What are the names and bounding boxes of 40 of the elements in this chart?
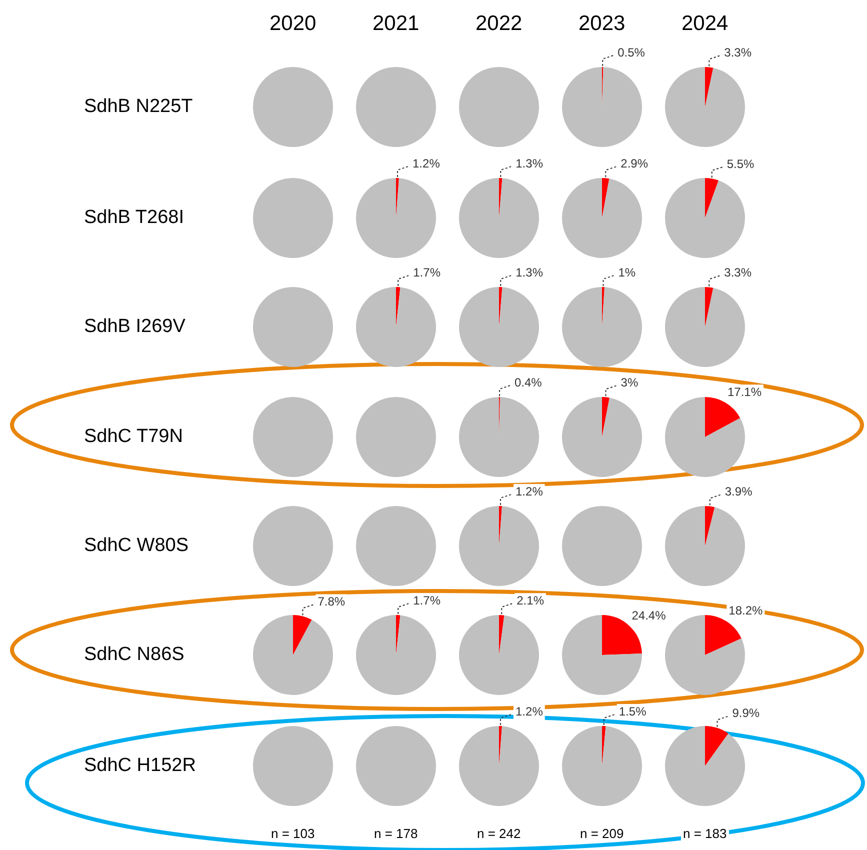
text: SdhC N86S (82, 644, 186, 666)
data-label: 1.2% (412, 156, 440, 170)
chart-title: 2023 (576, 12, 628, 36)
data-label: 2.9% (620, 156, 648, 170)
text: n = 178 (372, 826, 420, 841)
data-label: 17.1% (727, 384, 762, 399)
text: n = 183 (681, 826, 729, 841)
data-label: 1% (618, 265, 636, 280)
data-label: 24.4% (632, 608, 666, 622)
text: SdhC T79N (82, 426, 185, 448)
text: n = 103 (269, 826, 317, 841)
data-label: 1.5% (618, 704, 647, 718)
data-label: 1.7% (413, 265, 441, 280)
text: SdhC H152R (82, 755, 198, 777)
data-label: 1.2% (516, 704, 544, 718)
data-label: 9.9% (732, 706, 760, 720)
text: SdhB I269V (82, 316, 188, 338)
chart-title: 2024 (680, 12, 730, 36)
chart-title: 2021 (370, 12, 422, 36)
data-label: 0.5% (618, 45, 646, 60)
data-label: 1.7% (413, 593, 441, 608)
data-label: 1.3% (516, 156, 544, 170)
data-label: 3.9% (724, 484, 753, 499)
text: n = 209 (578, 826, 626, 841)
text: n = 242 (475, 826, 523, 841)
text: SdhC W80S (82, 535, 191, 557)
data-label: 3.3% (724, 266, 752, 280)
data-label: 3.3% (724, 46, 752, 60)
data-label: 1.3% (516, 265, 544, 280)
chart-title: 2022 (474, 12, 524, 36)
text: SdhB T268I (82, 207, 186, 229)
data-label: 1.2% (516, 484, 544, 498)
data-label: 18.2% (728, 604, 763, 618)
chart-title: 2020 (268, 12, 318, 36)
data-label: 3% (620, 375, 638, 390)
data-label: 2.1% (516, 593, 544, 608)
text: SdhB N225T (82, 96, 195, 118)
data-label: 5.5% (726, 156, 755, 171)
data-label: 7.8% (318, 594, 346, 609)
data-label: 0.4% (514, 375, 542, 390)
